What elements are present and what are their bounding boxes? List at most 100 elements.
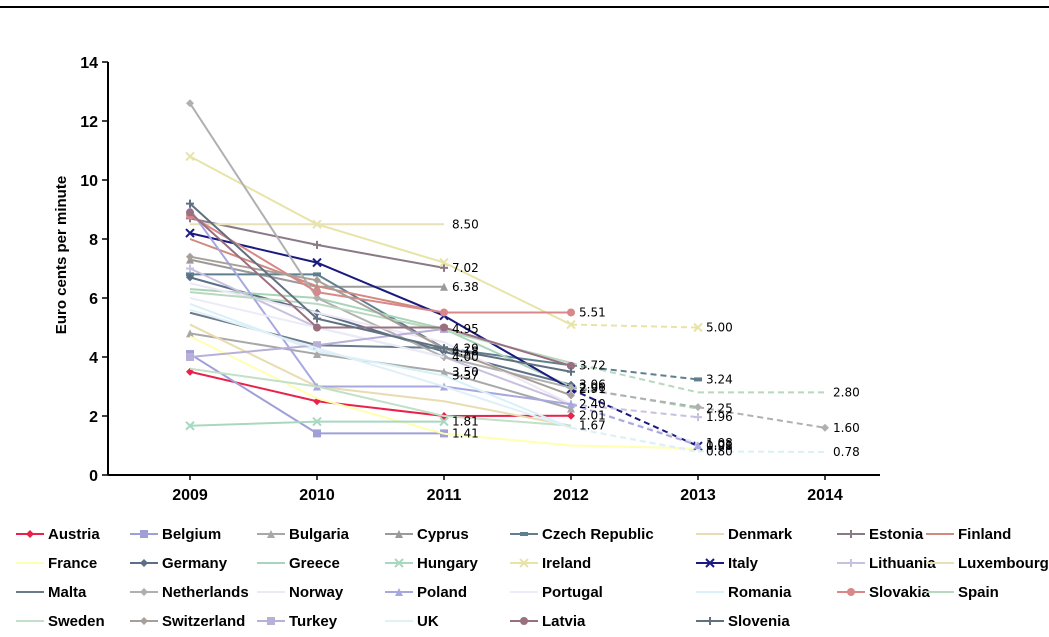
- series-segment-slovenia: [443, 347, 572, 373]
- legend-swatch-portugal: [510, 591, 538, 593]
- data-label-italy: 0.98: [706, 439, 733, 453]
- series-segment-slovakia: [316, 291, 445, 314]
- legend-item-estonia: Estonia: [835, 522, 923, 546]
- series-segment-slovenia: [316, 317, 445, 350]
- y-tick-label: 4: [89, 350, 98, 367]
- data-point-slovakia: [440, 308, 448, 317]
- data-point-ireland: [185, 151, 195, 162]
- series-hungary: [185, 416, 449, 431]
- data-label-belgium: 1.41: [452, 426, 479, 440]
- legend-label: Slovenia: [728, 612, 790, 630]
- legend-swatch-malta: [16, 591, 44, 593]
- legend-swatch-belgium: [130, 530, 158, 538]
- legend-swatch-latvia: [510, 617, 538, 625]
- legend-swatch-finland: [926, 533, 954, 535]
- series-segment-austria: [189, 370, 318, 403]
- series-segment-france: [570, 444, 699, 450]
- legend-label: Spain: [958, 583, 999, 601]
- legend-label: UK: [417, 612, 439, 630]
- line-chart: 0 2 4 6 8 10 12 14 2009 2010 2011 2012 2013 2014 2.01…: [53, 55, 880, 504]
- data-point-bulgaria: [567, 404, 575, 413]
- x-tick-label: 2010: [299, 487, 335, 504]
- series-segment-uk: [189, 308, 318, 350]
- legend-swatch-slovakia: [837, 588, 865, 596]
- legend-item-sweden: Sweden: [14, 609, 105, 633]
- legend-label: Czech Republic: [542, 525, 654, 543]
- data-point-switzerland: [313, 276, 321, 285]
- series-segment-estonia: [316, 243, 445, 269]
- series-segment-france: [189, 335, 318, 400]
- legend-swatch-hungary: [385, 558, 413, 568]
- data-label-germany: 3.06: [579, 378, 606, 392]
- series-segment-spain: [189, 291, 318, 305]
- series-lines: [185, 99, 829, 453]
- legend-swatch-marker: [705, 558, 715, 568]
- series-segment-poland: [570, 403, 699, 447]
- data-point-netherlands: [694, 403, 702, 412]
- legend-swatch-marker: [395, 530, 403, 538]
- series-segment-germany: [316, 311, 445, 353]
- legend-swatch-germany: [130, 559, 158, 567]
- legend-label: Lithuania: [869, 554, 936, 572]
- data-label-austria: 2.01: [579, 409, 606, 423]
- legend-swatch-ireland: [510, 558, 538, 568]
- legend-swatch-marker: [140, 617, 148, 625]
- legend-swatch-marker: [520, 617, 528, 625]
- y-tick-label: 10: [80, 173, 98, 190]
- legend-label: France: [48, 554, 98, 572]
- series-segment-bulgaria: [443, 370, 572, 410]
- legend-item-czech-republic: Czech Republic: [508, 522, 654, 546]
- series-segment-latvia: [443, 326, 572, 367]
- series-segment-uk: [316, 347, 445, 388]
- legend-swatch-norway: [257, 591, 285, 593]
- legend-label: Germany: [162, 554, 228, 572]
- legend-swatch-czech-republic: [510, 532, 538, 536]
- series-slovenia: [186, 199, 575, 376]
- series-segment-switzerland: [443, 347, 572, 397]
- legend-swatch-marker: [520, 532, 528, 536]
- series-switzerland: [186, 252, 575, 400]
- legend-swatch-marker: [140, 559, 148, 567]
- axes: 0 2 4 6 8 10 12 14 2009 2010 2011 2012 2013 2014: [80, 55, 880, 504]
- series-ireland: [185, 151, 703, 333]
- y-tick-label: 6: [89, 291, 98, 308]
- series-segment-france: [443, 432, 572, 447]
- y-axis-title: Euro cents per minute: [53, 176, 70, 334]
- legend-item-france: France: [14, 551, 97, 575]
- legend-swatch-bulgaria: [257, 530, 285, 538]
- legend-swatch-italy: [696, 558, 724, 568]
- data-label-poland: 1.01: [706, 438, 733, 452]
- data-point-netherlands: [313, 294, 321, 302]
- data-point-italy: [185, 228, 195, 238]
- legend-item-hungary: Hungary: [383, 551, 478, 575]
- data-label-spain: 2.80: [833, 385, 860, 399]
- data-point-slovenia: [186, 199, 194, 208]
- series-segment-romania: [697, 450, 826, 453]
- data-labels: 2.01 1.41 3.50 6.38 3.72 3.24 1.67 7.02 4.18 3.06…: [452, 217, 860, 459]
- legend-swatch-slovenia: [696, 617, 724, 625]
- data-point-hungary: [439, 416, 449, 427]
- series-segment-uk: [570, 426, 699, 453]
- legend-label: Finland: [958, 525, 1012, 543]
- data-label-italy: 2.91: [579, 382, 606, 396]
- series-segment-sweden: [316, 385, 445, 417]
- series-segment-romania: [443, 374, 572, 429]
- data-label-estonia: 7.02: [452, 261, 479, 275]
- data-point-austria: [567, 411, 575, 420]
- legend-item-netherlands: Netherlands: [128, 580, 249, 604]
- legend-swatch-uk: [385, 620, 413, 622]
- legend-swatch-spain: [926, 591, 954, 593]
- series-germany: [186, 273, 575, 389]
- series-segment-denmark: [189, 323, 318, 388]
- series-segment-portugal: [189, 297, 318, 329]
- data-point-slovenia: [440, 344, 448, 353]
- series-segment-ireland: [443, 261, 572, 326]
- data-point-bulgaria: [186, 329, 194, 338]
- series-segment-denmark: [316, 385, 445, 403]
- data-label-bulgaria: 3.50: [452, 365, 479, 379]
- legend-swatch-marker: [26, 530, 34, 538]
- series-portugal: [189, 297, 445, 358]
- y-tick-label: 12: [80, 114, 98, 131]
- data-point-netherlands: [567, 383, 575, 392]
- data-point-ireland: [693, 322, 703, 333]
